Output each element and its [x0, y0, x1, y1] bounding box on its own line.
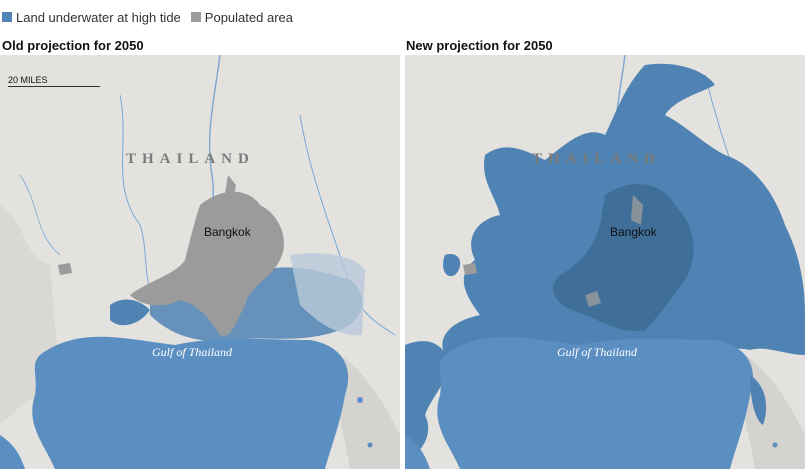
lake — [701, 408, 705, 412]
populated-area — [463, 263, 477, 275]
flood-area — [405, 341, 450, 460]
lake — [296, 408, 300, 412]
gulf-water — [437, 336, 754, 469]
coastal-water — [0, 435, 25, 469]
city-label-bangkok: Bangkok — [204, 225, 251, 239]
lake — [357, 397, 363, 403]
terrain-shading — [336, 355, 400, 469]
legend-label-populated: Populated area — [204, 9, 293, 25]
gulf-label: Gulf of Thailand — [557, 345, 638, 359]
panel-title-new: New projection for 2050 — [406, 38, 553, 53]
scale-bar: 20 MILES — [8, 75, 100, 87]
map-panel-old: 20 MILES THAILAND Bangkok Gulf of Thaila… — [0, 55, 400, 469]
flood-area — [750, 375, 767, 425]
populated-area — [58, 263, 72, 275]
populated-area — [130, 191, 284, 336]
gulf-label: Gulf of Thailand — [152, 345, 233, 359]
legend-item-underwater: Land underwater at high tide — [2, 10, 181, 25]
map-panel-new: THAILAND Bangkok Gulf of Thailand — [405, 55, 805, 469]
map-legend: Land underwater at high tide Populated a… — [2, 8, 303, 26]
city-label-bangkok: Bangkok — [610, 225, 657, 239]
river-tha-chin — [119, 94, 161, 306]
populated-area — [631, 195, 643, 225]
lake — [367, 442, 373, 448]
legend-swatch-underwater — [2, 12, 12, 22]
river-stream — [19, 174, 61, 256]
map-old-svg — [0, 55, 400, 469]
populated-area — [224, 175, 236, 205]
flood-area — [443, 254, 461, 277]
populated-area — [585, 291, 601, 307]
map-new-svg — [405, 55, 805, 469]
gulf-water — [32, 336, 349, 469]
legend-swatch-populated — [190, 12, 201, 22]
legend-label-underwater: Land underwater at high tide — [16, 9, 181, 25]
lake — [772, 442, 778, 448]
legend-item-populated: Populated area — [190, 9, 293, 25]
panel-title-old: Old projection for 2050 — [2, 38, 144, 53]
flood-area-light — [290, 253, 365, 336]
country-label: THAILAND — [126, 151, 255, 167]
coastal-water — [405, 435, 430, 469]
flood-area — [110, 299, 150, 326]
country-label: THAILAND — [532, 151, 661, 167]
